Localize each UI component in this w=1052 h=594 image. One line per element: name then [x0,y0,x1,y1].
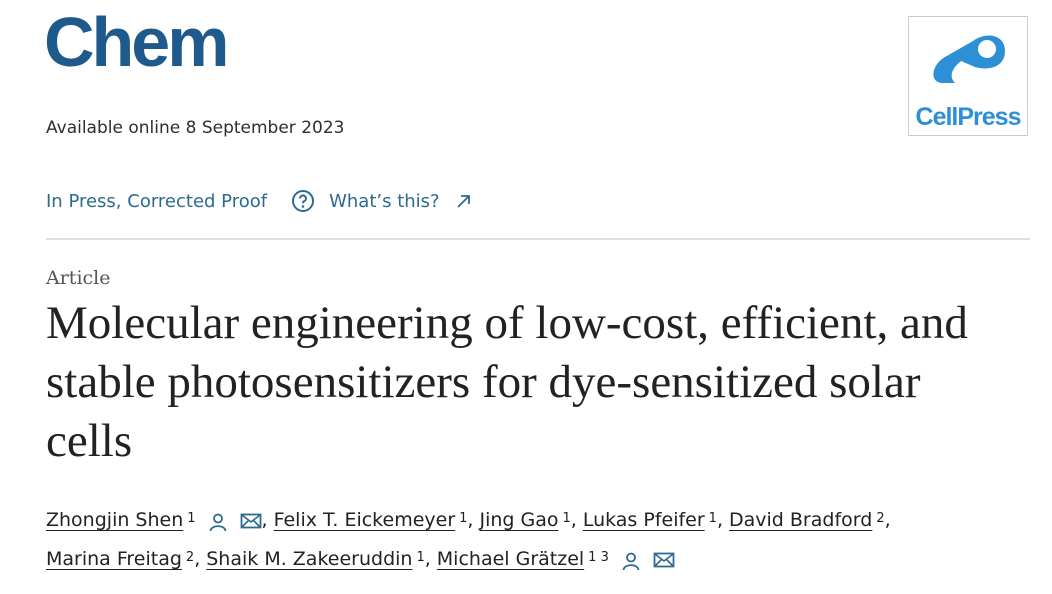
separator: , [716,509,723,531]
affiliations: 1 [562,500,570,537]
affiliation[interactable]: 2 [185,550,195,565]
affiliations: 1 [709,500,717,537]
author: Felix T. Eickemeyer 1, [274,502,480,541]
person-icon[interactable] [621,551,641,571]
status-row: In Press, Corrected Proof What’s this? [46,189,488,213]
external-icon [456,195,470,208]
affiliation[interactable]: 1 [187,511,196,526]
author: David Bradford 2, [729,502,897,541]
author: Jing Gao 1, [479,502,582,541]
affiliations: 1 [416,539,424,576]
author-name[interactable]: Zhongjin Shen [46,509,184,531]
separator: , [424,548,431,570]
availability: Available online 8 September 2023 [46,118,345,138]
author-name[interactable]: Michael Grätzel [436,548,585,570]
divider [46,238,1030,240]
affiliations: 1 [187,500,195,537]
affiliation[interactable]: 3 [600,550,609,565]
affiliations: 2 [186,539,194,576]
author-icons [621,551,675,571]
affiliation[interactable]: 2 [876,511,885,526]
affiliation[interactable]: 1 [416,550,425,565]
affiliation[interactable]: 1 [562,511,571,526]
affiliations: 1 [459,500,467,537]
status: In Press, Corrected Proof [46,190,268,212]
help-icon[interactable] [291,189,315,213]
author-name[interactable]: Marina Freitag [46,548,182,570]
separator: , [570,509,577,531]
author-name[interactable]: Jing Gao [479,509,559,531]
publisher-logo[interactable]: CellPress [908,16,1028,136]
separator: , [194,548,201,570]
article-title: Molecular engineering of low-cost, effic… [46,297,968,467]
affiliations: 2 [876,500,884,537]
author: Marina Freitag 2, [46,541,206,580]
author: Lukas Pfeifer 1, [583,502,729,541]
author: Michael Grätzel 1 3 [437,541,675,580]
logo-shape [933,35,1005,83]
affiliation[interactable]: 1 [588,550,597,565]
mail-icon[interactable] [653,551,675,569]
author: Zhongjin Shen 1, [46,502,274,541]
affiliation[interactable]: 1 [459,511,468,526]
help-link[interactable]: What’s this? [329,190,440,212]
separator: , [261,509,268,531]
author-name[interactable]: Shaik M. Zakeeruddin [206,548,413,570]
author-name[interactable]: Lukas Pfeifer [582,509,705,531]
author-name[interactable]: David Bradford [729,509,873,531]
author-icons [208,512,262,532]
author-name[interactable]: Felix T. Eickemeyer [273,509,456,531]
separator: , [467,509,474,531]
mail-icon[interactable] [240,512,262,530]
separator: , [884,509,891,531]
author-list: Zhongjin Shen 1, Felix T. Eickemeyer 1, Jing… [46,502,1006,580]
affiliation[interactable]: 1 [708,511,717,526]
author: Shaik M. Zakeeruddin 1, [206,541,437,580]
person-icon[interactable] [208,512,228,532]
journal-name[interactable]: Chem [44,3,229,81]
affiliations: 1 3 [588,539,609,576]
logo-text: CellPress [915,103,1022,131]
article-type: Article [46,267,111,289]
